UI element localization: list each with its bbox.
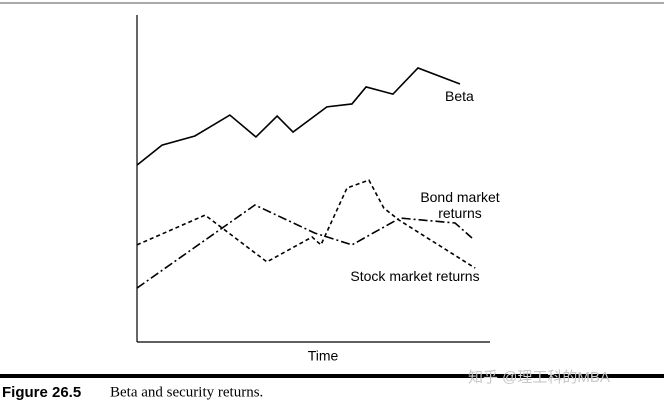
series-label: Beta (445, 88, 474, 104)
series-line (136, 204, 473, 289)
series-line (136, 179, 476, 269)
caption-text: Beta and security returns. (110, 384, 263, 400)
series-label: Bond market returns (420, 189, 500, 221)
x-axis-label: Time (308, 348, 339, 364)
caption-label: Figure 26.5 (2, 384, 81, 401)
series-line (136, 67, 461, 166)
watermark: 知乎 @理工科的MBA (468, 369, 610, 386)
series-label: Stock market returns (350, 268, 480, 284)
